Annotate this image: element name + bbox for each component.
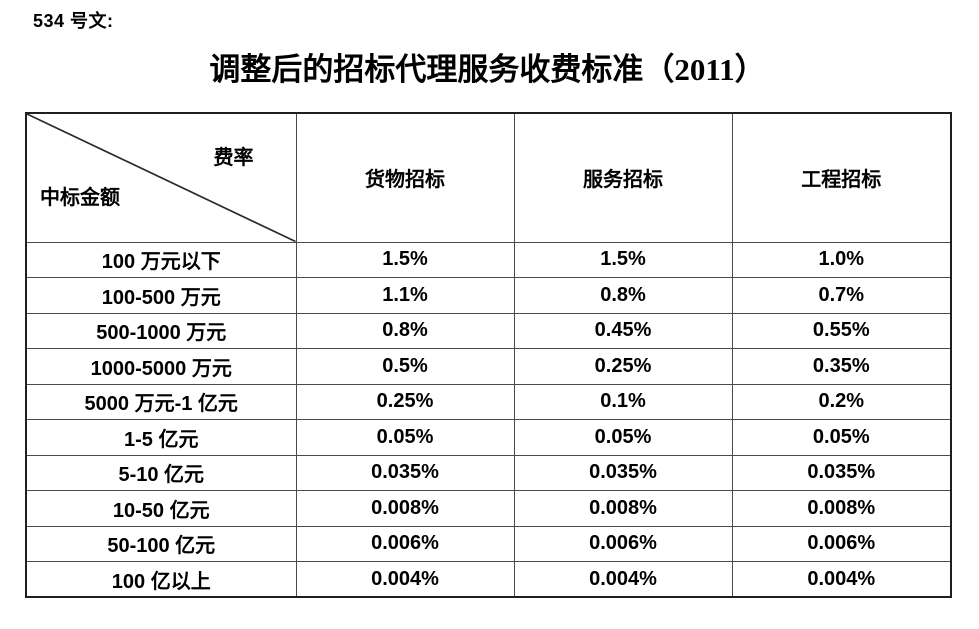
- corner-header-cell: 费率 中标金额: [25, 112, 297, 243]
- fee-cell: 0.55%: [731, 312, 952, 349]
- row-label: 100 万元以下: [25, 241, 297, 278]
- table-row: 5000 万元-1 亿元 0.25% 0.1% 0.2%: [25, 383, 952, 420]
- table-row: 5-10 亿元 0.035% 0.035% 0.035%: [25, 454, 952, 491]
- table-row: 1-5 亿元 0.05% 0.05% 0.05%: [25, 419, 952, 456]
- fee-cell: 0.35%: [731, 348, 952, 385]
- fee-cell: 0.05%: [513, 419, 733, 456]
- page-title: 调整后的招标代理服务收费标准（2011）: [209, 52, 766, 87]
- col-header-service: 服务招标: [513, 112, 733, 243]
- fee-cell: 0.05%: [295, 419, 515, 456]
- table-row: 50-100 亿元 0.006% 0.006% 0.006%: [25, 525, 952, 562]
- fee-cell: 0.006%: [295, 525, 515, 562]
- fee-cell: 0.006%: [513, 525, 733, 562]
- row-label: 5-10 亿元: [25, 454, 297, 491]
- corner-label-rate: 费率: [213, 147, 254, 169]
- row-label: 1-5 亿元: [25, 419, 297, 456]
- col-header-engineering: 工程招标: [731, 112, 952, 243]
- row-label: 50-100 亿元: [25, 525, 297, 562]
- row-label: 100-500 万元: [25, 277, 297, 314]
- row-label: 100 亿以上: [25, 561, 297, 598]
- fee-cell: 0.004%: [731, 561, 952, 598]
- fee-cell: 0.8%: [295, 312, 515, 349]
- fee-cell: 1.0%: [731, 241, 952, 278]
- fee-cell: 0.1%: [513, 383, 733, 420]
- table-row: 500-1000 万元 0.8% 0.45% 0.55%: [25, 312, 952, 349]
- fee-cell: 0.035%: [513, 454, 733, 491]
- corner-label-amount: 中标金额: [40, 186, 120, 209]
- fee-cell: 0.006%: [731, 525, 952, 562]
- fee-cell: 0.7%: [731, 277, 952, 314]
- fee-standard-table: 费率 中标金额 货物招标 服务招标 工程招标 100 万元以下 1.5% 1.5…: [25, 112, 952, 598]
- fee-cell: 0.004%: [513, 561, 733, 598]
- fee-cell: 0.25%: [295, 383, 515, 420]
- row-label: 500-1000 万元: [25, 312, 297, 349]
- table-row: 100 亿以上 0.004% 0.004% 0.004%: [25, 561, 952, 598]
- fee-cell: 0.5%: [295, 348, 515, 385]
- fee-cell: 1.5%: [513, 241, 733, 278]
- table-row: 10-50 亿元 0.008% 0.008% 0.008%: [25, 490, 952, 527]
- fee-cell: 0.2%: [731, 383, 952, 420]
- doc-number-label: 534 号文:: [33, 11, 114, 31]
- fee-cell: 1.5%: [295, 241, 515, 278]
- col-header-goods: 货物招标: [295, 112, 515, 243]
- table-row: 100 万元以下 1.5% 1.5% 1.0%: [25, 241, 952, 278]
- table-row: 100-500 万元 1.1% 0.8% 0.7%: [25, 277, 952, 314]
- table-header-row: 费率 中标金额 货物招标 服务招标 工程招标: [25, 112, 952, 243]
- diagonal-divider-line: [27, 114, 295, 241]
- fee-cell: 0.008%: [513, 490, 733, 527]
- table-row: 1000-5000 万元 0.5% 0.25% 0.35%: [25, 348, 952, 385]
- fee-cell: 0.035%: [295, 454, 515, 491]
- fee-cell: 0.25%: [513, 348, 733, 385]
- fee-cell: 1.1%: [295, 277, 515, 314]
- fee-cell: 0.008%: [731, 490, 952, 527]
- fee-cell: 0.8%: [513, 277, 733, 314]
- row-label: 10-50 亿元: [25, 490, 297, 527]
- fee-cell: 0.008%: [295, 490, 515, 527]
- fee-cell: 0.004%: [295, 561, 515, 598]
- fee-cell: 0.45%: [513, 312, 733, 349]
- fee-cell: 0.05%: [731, 419, 952, 456]
- fee-cell: 0.035%: [731, 454, 952, 491]
- row-label: 5000 万元-1 亿元: [25, 383, 297, 420]
- row-label: 1000-5000 万元: [25, 348, 297, 385]
